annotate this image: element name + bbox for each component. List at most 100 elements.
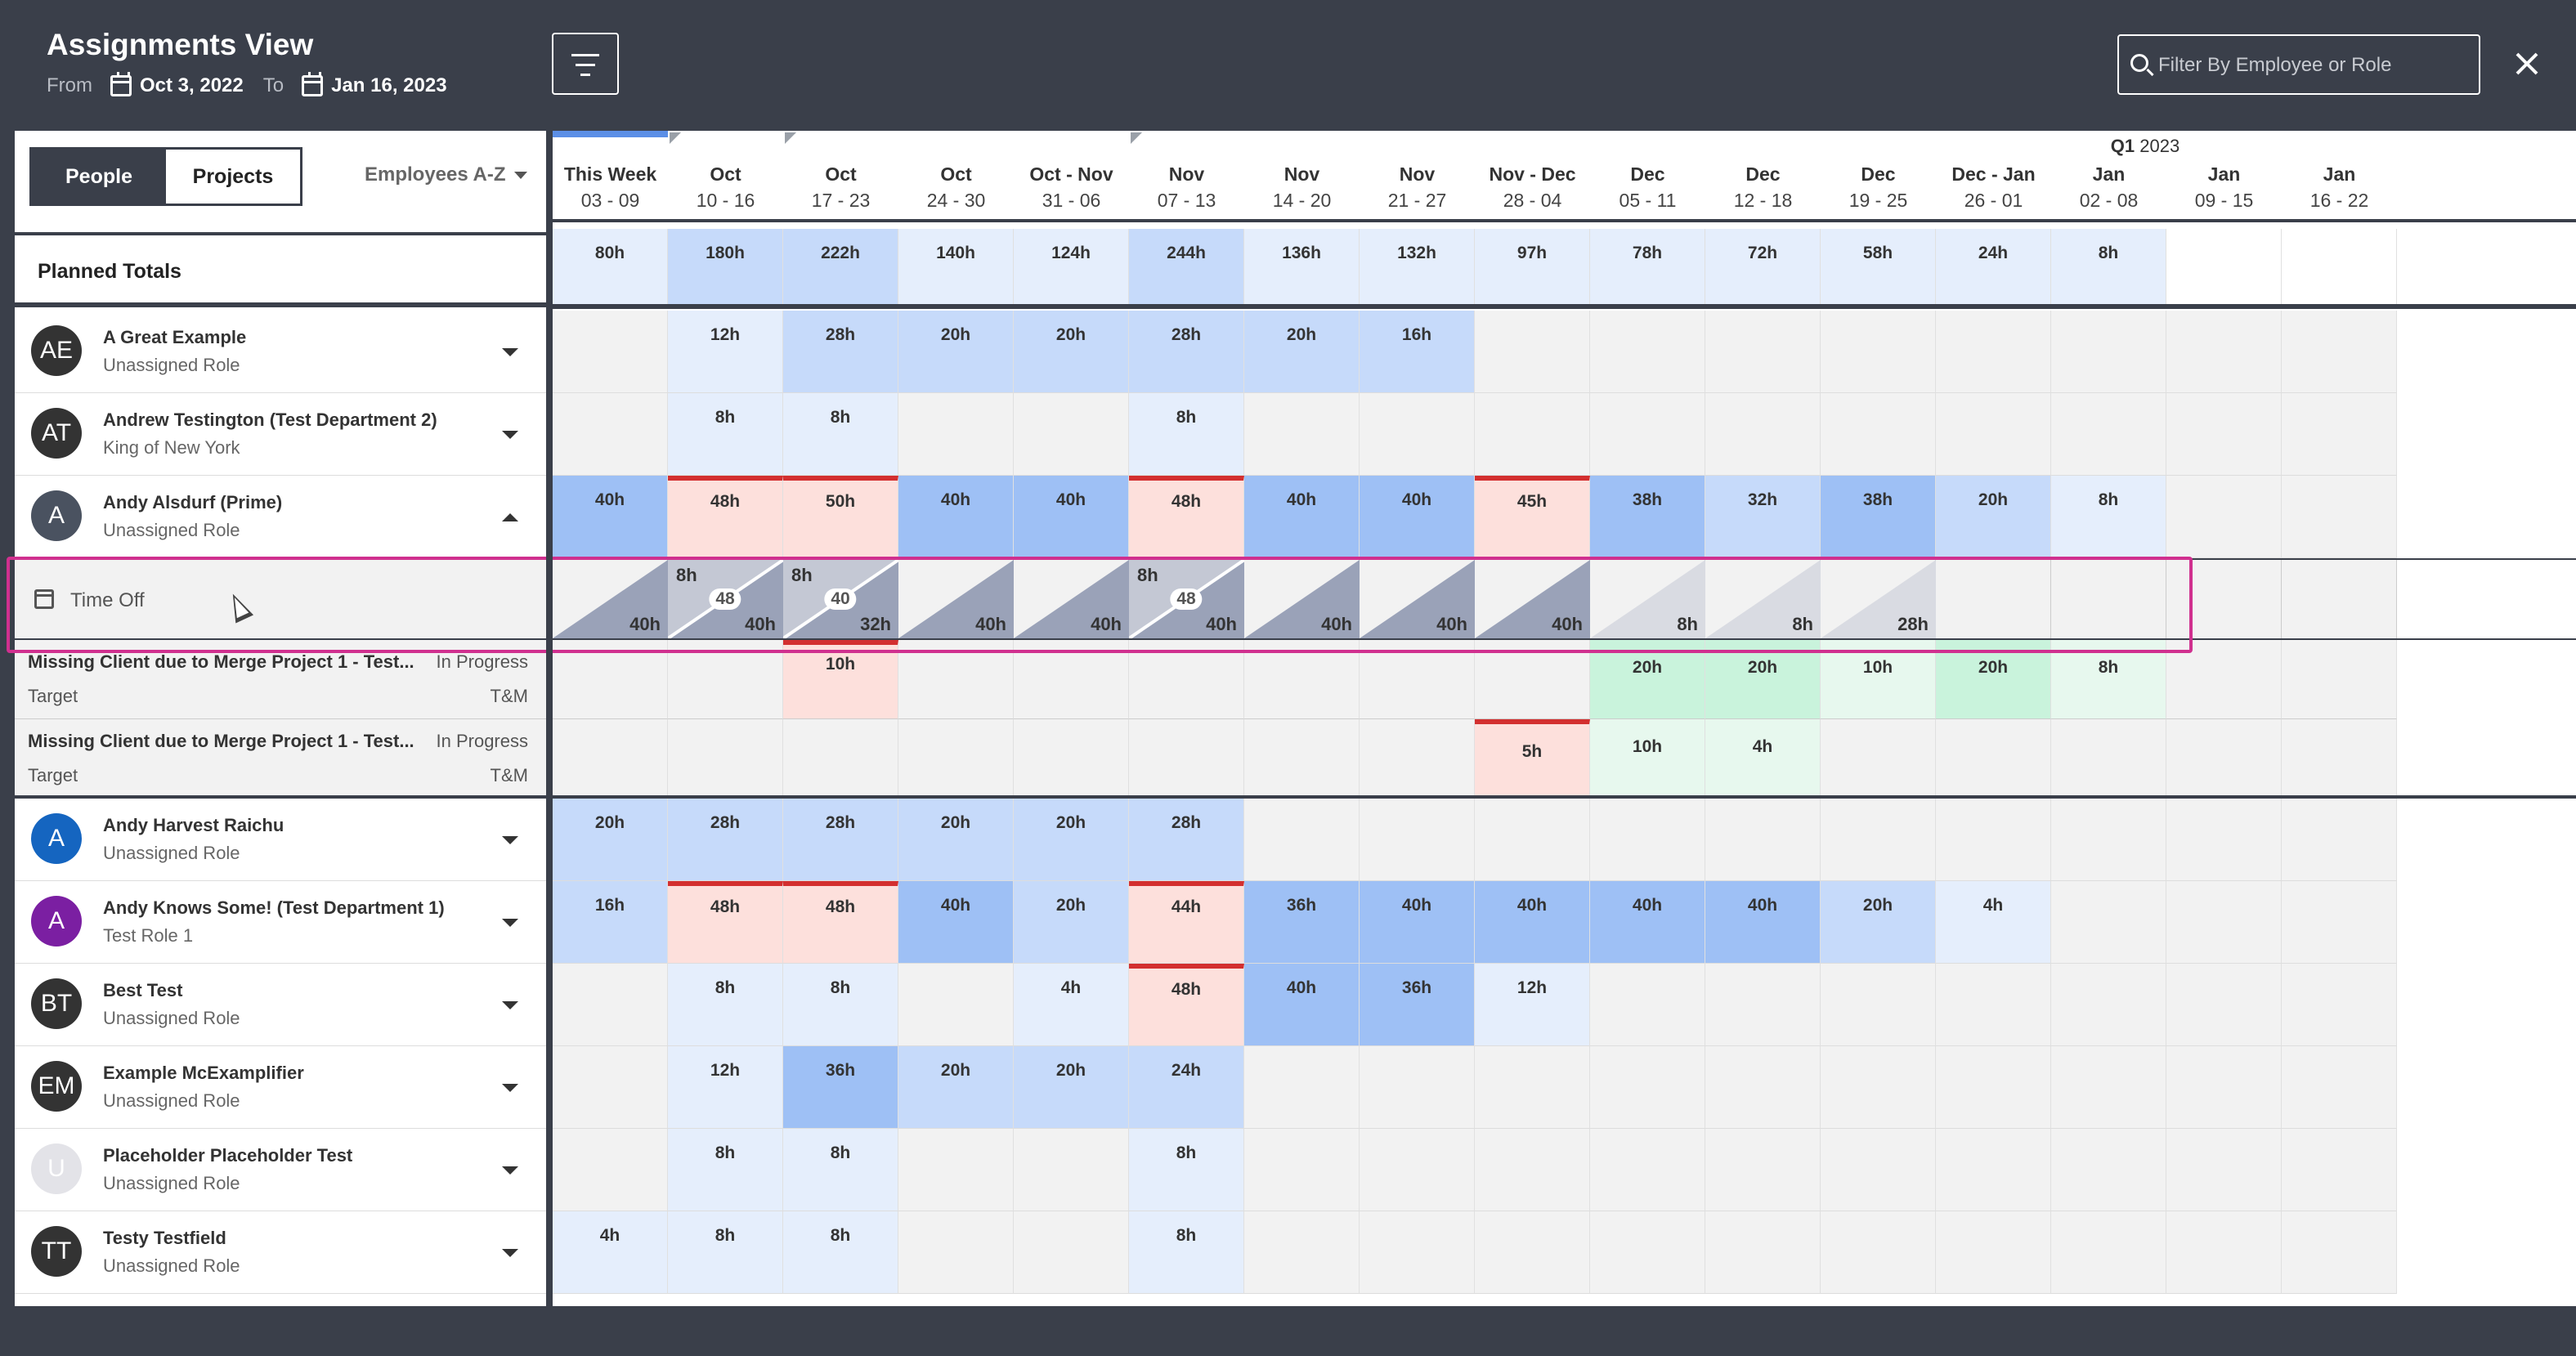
project-cell[interactable] [553, 719, 668, 799]
close-icon[interactable] [2510, 47, 2542, 80]
assignment-cell[interactable] [1936, 964, 2051, 1046]
assignment-cell[interactable]: 20h [1936, 476, 2051, 558]
assignment-cell[interactable]: 24h [1129, 1046, 1244, 1129]
assignment-cell[interactable] [2051, 964, 2166, 1046]
assignment-cell[interactable] [553, 1046, 668, 1129]
assignment-cell[interactable]: 8h [668, 393, 783, 476]
assignment-cell[interactable] [1360, 393, 1475, 476]
assignment-cell[interactable]: 20h [553, 799, 668, 881]
assignment-cell[interactable]: 20h [1014, 311, 1129, 393]
person-row[interactable]: AE A Great Example Unassigned Role [15, 311, 546, 393]
assignment-cell[interactable] [898, 1129, 1014, 1211]
assignment-cell[interactable] [2051, 311, 2166, 393]
person-row[interactable]: AT Andrew Testington (Test Department 2) K… [15, 393, 546, 476]
assignment-cell[interactable]: 8h [668, 1211, 783, 1294]
assignment-cell[interactable] [553, 964, 668, 1046]
assignment-cell[interactable]: 20h [1014, 799, 1129, 881]
assignment-cell[interactable] [1590, 1211, 1705, 1294]
assignment-cell[interactable] [2282, 881, 2397, 964]
assignment-cell[interactable] [1821, 1129, 1936, 1211]
assignment-cell[interactable] [2282, 799, 2397, 881]
project-cell[interactable]: 20h [1936, 640, 2051, 719]
assignment-cell[interactable]: 28h [783, 799, 898, 881]
assignment-cell[interactable] [2166, 881, 2282, 964]
assignment-cell[interactable] [2166, 964, 2282, 1046]
project-cell[interactable] [1360, 640, 1475, 719]
assignment-cell[interactable] [2051, 1046, 2166, 1129]
assignment-cell[interactable] [1590, 1046, 1705, 1129]
assignment-cell[interactable] [2051, 881, 2166, 964]
project-cell[interactable]: 8h [2051, 640, 2166, 719]
project-cell[interactable] [1014, 640, 1129, 719]
assignment-cell[interactable]: 16h [1360, 311, 1475, 393]
project-cell[interactable]: 10h [1821, 640, 1936, 719]
chevron-down-icon[interactable] [502, 919, 518, 927]
assignment-cell[interactable] [1936, 1046, 2051, 1129]
assignment-cell[interactable] [1475, 311, 1590, 393]
assignment-cell[interactable] [1590, 799, 1705, 881]
project-row[interactable]: Missing Client due to Merge Project 1 - … [15, 640, 546, 719]
assignment-cell[interactable] [2166, 393, 2282, 476]
assignment-cell[interactable]: 20h [898, 799, 1014, 881]
assignment-cell[interactable]: 28h [668, 799, 783, 881]
project-cell[interactable] [668, 640, 783, 719]
time-off-row[interactable]: Time Off [15, 558, 546, 640]
assignment-cell[interactable]: 8h [783, 393, 898, 476]
assignment-cell[interactable] [2166, 311, 2282, 393]
assignment-cell[interactable] [1821, 1211, 1936, 1294]
chevron-down-icon[interactable] [502, 1249, 518, 1257]
assignment-cell[interactable]: 44h [1129, 881, 1244, 964]
assignment-cell[interactable] [2282, 1211, 2397, 1294]
assignment-cell[interactable] [1936, 311, 2051, 393]
chevron-up-icon[interactable] [502, 513, 518, 521]
search-box[interactable] [2117, 34, 2480, 95]
assignment-cell[interactable] [1821, 311, 1936, 393]
assignment-cell[interactable]: 40h [1360, 881, 1475, 964]
assignment-cell[interactable] [1821, 799, 1936, 881]
assignment-cell[interactable]: 8h [1129, 393, 1244, 476]
project-cell[interactable]: 20h [1705, 640, 1821, 719]
assignment-cell[interactable] [898, 964, 1014, 1046]
assignment-cell[interactable] [1936, 1211, 2051, 1294]
chevron-down-icon[interactable] [502, 836, 518, 844]
to-date[interactable]: Jan 16, 2023 [331, 74, 447, 96]
assignment-cell[interactable] [1705, 1129, 1821, 1211]
assignment-cell[interactable] [1936, 1129, 2051, 1211]
assignment-cell[interactable] [1244, 393, 1360, 476]
assignment-cell[interactable] [1360, 1129, 1475, 1211]
assignment-cell[interactable]: 40h [1705, 881, 1821, 964]
calendar-icon[interactable] [302, 72, 324, 96]
assignment-cell[interactable]: 12h [668, 1046, 783, 1129]
person-row[interactable]: A Andy Alsdurf (Prime) Unassigned Role [15, 476, 546, 558]
project-cell[interactable]: 5h [1475, 719, 1590, 799]
assignment-cell[interactable] [1244, 1129, 1360, 1211]
assignment-cell[interactable]: 8h [1129, 1129, 1244, 1211]
people-tab[interactable]: People [32, 150, 166, 204]
assignment-cell[interactable] [1475, 1046, 1590, 1129]
project-cell[interactable] [1014, 719, 1129, 799]
assignment-cell[interactable]: 48h [783, 881, 898, 964]
project-cell[interactable] [898, 640, 1014, 719]
assignment-cell[interactable] [1936, 799, 2051, 881]
assignment-cell[interactable]: 36h [783, 1046, 898, 1129]
assignment-cell[interactable]: 40h [1244, 476, 1360, 558]
assignment-cell[interactable]: 8h [2051, 476, 2166, 558]
project-cell[interactable] [1129, 640, 1244, 719]
assignment-cell[interactable]: 48h [668, 476, 783, 558]
assignment-cell[interactable]: 20h [898, 311, 1014, 393]
project-cell[interactable] [1129, 719, 1244, 799]
assignment-cell[interactable]: 8h [783, 964, 898, 1046]
from-date[interactable]: Oct 3, 2022 [140, 74, 244, 96]
chevron-down-icon[interactable] [502, 431, 518, 439]
assignment-cell[interactable]: 40h [1590, 881, 1705, 964]
assignment-cell[interactable]: 4h [1936, 881, 2051, 964]
assignment-cell[interactable]: 40h [1360, 476, 1475, 558]
assignment-cell[interactable]: 36h [1244, 881, 1360, 964]
project-cell[interactable] [553, 640, 668, 719]
search-input[interactable] [2158, 47, 2469, 83]
assignment-cell[interactable] [1821, 964, 1936, 1046]
chevron-down-icon[interactable] [502, 1084, 518, 1092]
assignment-cell[interactable]: 12h [668, 311, 783, 393]
assignment-cell[interactable] [553, 393, 668, 476]
person-row[interactable]: A Andy Harvest Raichu Unassigned Role [15, 799, 546, 881]
